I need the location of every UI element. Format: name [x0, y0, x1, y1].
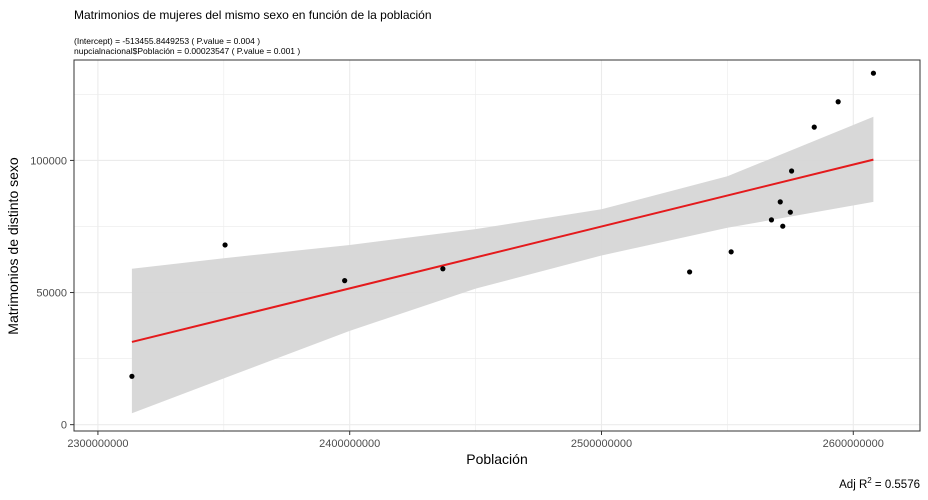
regression-line	[131, 158, 874, 343]
data-point	[129, 373, 135, 379]
data-point	[787, 209, 793, 215]
x-tick-label: 2400000000	[319, 438, 380, 450]
x-axis-label: Población	[466, 451, 528, 467]
chart-subtitle: (Intercept) = -513455.8449253 ( P.value …	[74, 36, 300, 56]
data-point	[768, 217, 775, 223]
y-tick-label: 50000	[36, 288, 67, 300]
panel-border	[73, 59, 921, 432]
subtitle-intercept: (Intercept) = -513455.8449253 ( P.value …	[74, 36, 261, 46]
data-point	[788, 168, 795, 174]
y-tick-label: 0	[61, 420, 67, 432]
x-tick-label: 2300000000	[67, 438, 128, 450]
data-point	[687, 269, 693, 275]
data-point	[222, 242, 228, 248]
adj-r2-caption: Adj R2 = 0.5576	[839, 476, 920, 491]
caption-superscript: 2	[867, 476, 872, 485]
y-tick-label: 100000	[30, 155, 67, 167]
data-points	[129, 70, 877, 379]
data-point	[811, 124, 817, 130]
data-point	[870, 70, 877, 76]
subtitle-slope: nupcialnacional$Población = 0.00023547 (…	[74, 46, 301, 56]
caption-prefix: Adj R	[839, 478, 868, 491]
x-axis-ticks: 2300000000 2400000000 2500000000 2600000000	[67, 431, 884, 450]
confidence-band	[131, 116, 874, 414]
data-point	[777, 199, 783, 205]
caption-value: = 0.5576	[871, 478, 920, 491]
data-point	[342, 278, 348, 284]
x-tick-label: 2600000000	[823, 438, 884, 450]
x-tick-label: 2500000000	[571, 438, 632, 450]
y-axis-ticks: 0 50000 100000	[30, 155, 74, 432]
y-axis-label: Matrimonios de distinto sexo	[5, 157, 21, 335]
data-point	[440, 266, 446, 272]
chart-title: Matrimonios de mujeres del mismo sexo en…	[74, 8, 432, 22]
data-point	[780, 223, 786, 229]
data-point	[728, 249, 734, 255]
data-point	[835, 99, 841, 105]
